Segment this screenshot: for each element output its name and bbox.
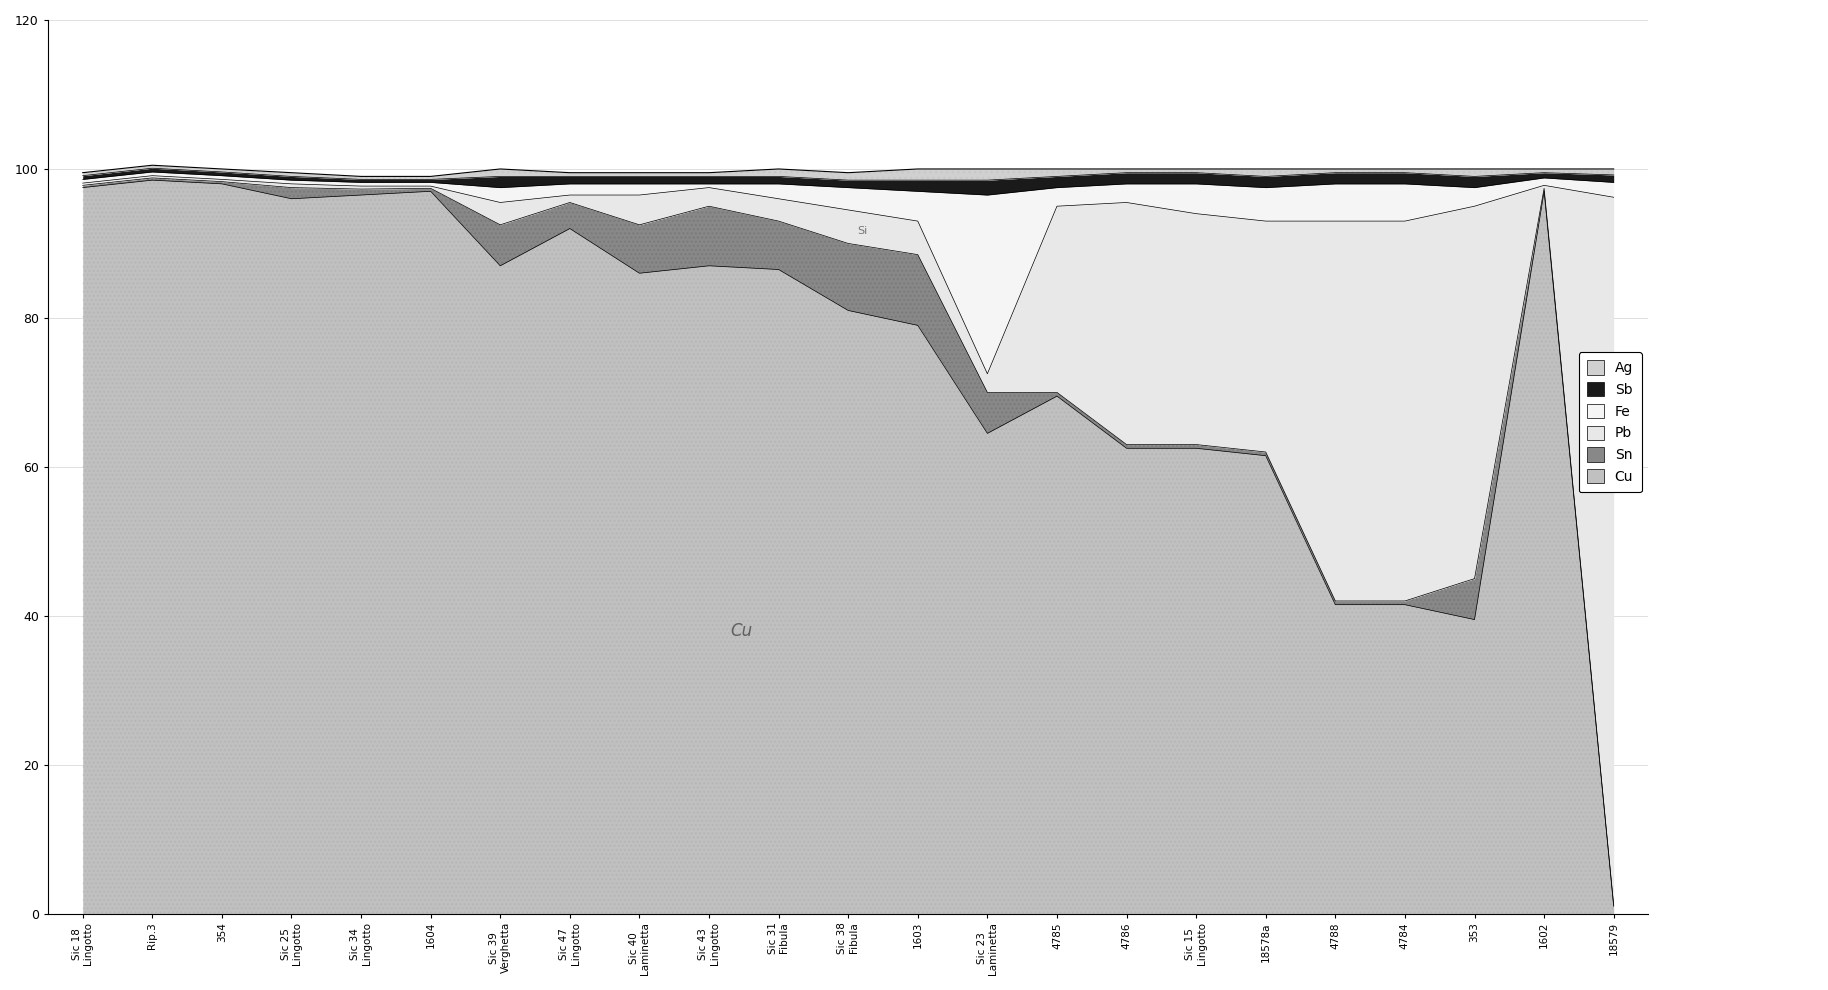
- Text: Cu: Cu: [729, 622, 751, 640]
- Text: Si: Si: [857, 226, 866, 236]
- Legend: Ag, Sb, Fe, Pb, Sn, Cu: Ag, Sb, Fe, Pb, Sn, Cu: [1579, 352, 1642, 492]
